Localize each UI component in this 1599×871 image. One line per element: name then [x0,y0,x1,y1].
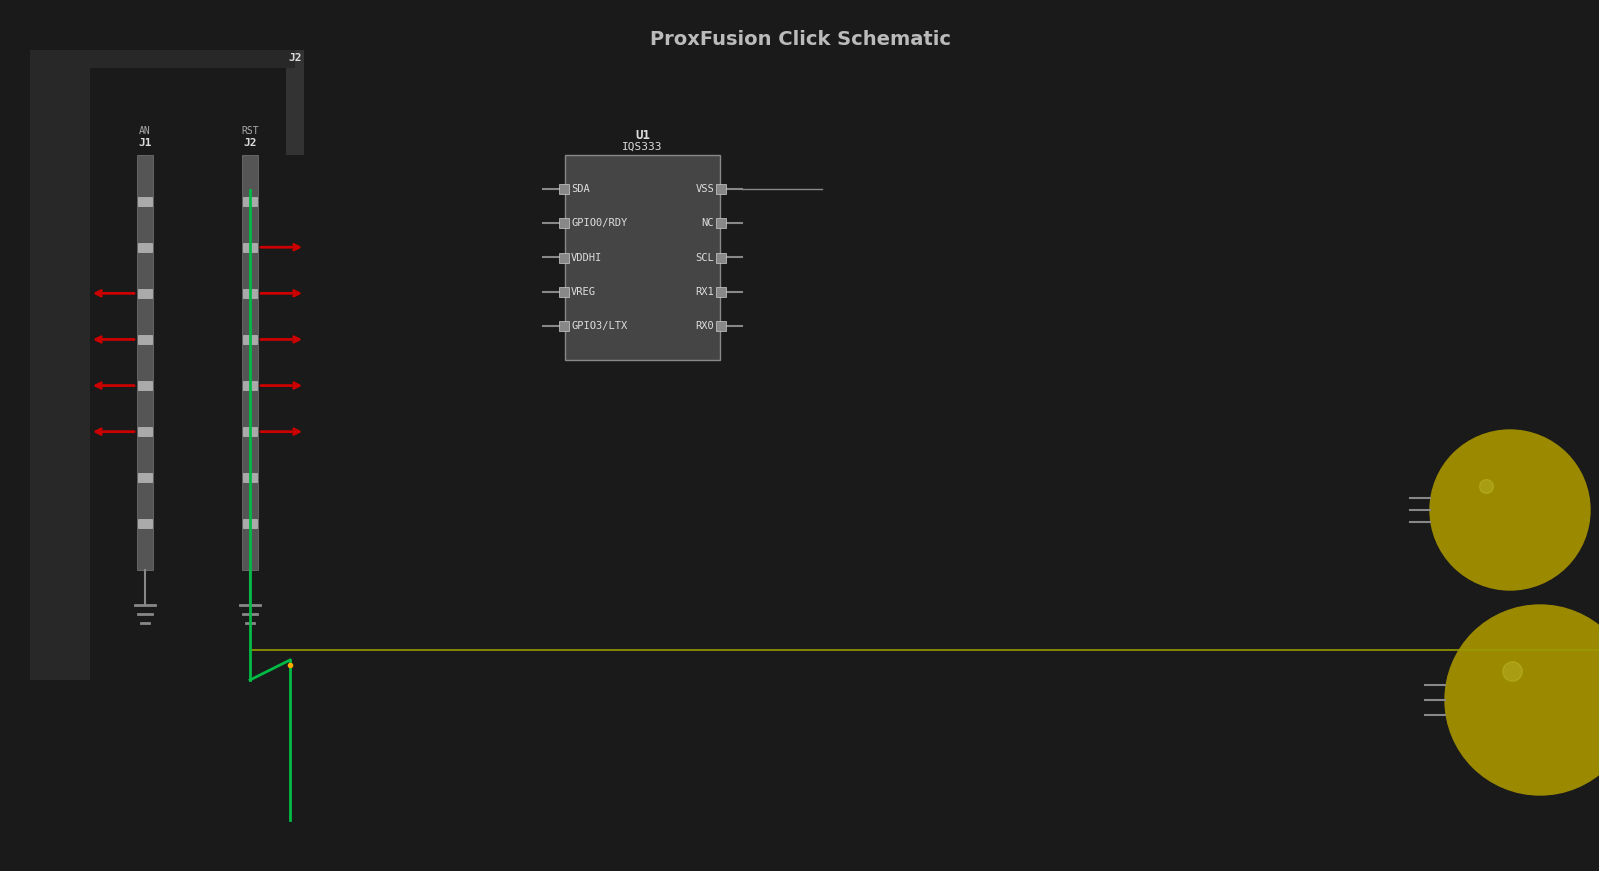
Bar [90,50,294,68]
Text: SCL: SCL [696,253,715,262]
Bar [243,243,257,252]
Bar [716,219,726,228]
Bar [138,519,152,529]
Bar [138,197,152,206]
Bar [138,155,154,570]
Bar [243,473,257,483]
Bar [243,519,257,529]
Text: AN: AN [139,126,150,136]
Bar [560,287,569,297]
Bar [716,253,726,262]
Bar [30,50,90,680]
Bar [243,335,257,344]
Text: RX0: RX0 [696,321,715,331]
Text: U1: U1 [635,129,651,141]
Text: J2: J2 [243,138,257,148]
Bar [243,427,257,436]
Text: RST: RST [241,126,259,136]
Text: VDDHI: VDDHI [571,253,603,262]
Text: SDA: SDA [571,184,590,194]
Text: ProxFusion Click Schematic: ProxFusion Click Schematic [649,30,950,49]
Bar [286,50,304,155]
Bar [138,243,152,252]
Bar [138,335,152,344]
Text: J1: J1 [138,138,152,148]
Bar [716,184,726,194]
Bar [560,184,569,194]
Text: J2: J2 [288,53,302,63]
Text: IQS333: IQS333 [622,142,662,152]
Bar [138,427,152,436]
Bar [138,473,152,483]
Circle shape [1430,430,1589,590]
Text: GPIO0/RDY: GPIO0/RDY [571,219,627,228]
Bar [716,321,726,331]
Bar [560,219,569,228]
Bar [241,155,257,570]
Bar [560,253,569,262]
Text: GPIO3/LTX: GPIO3/LTX [571,321,627,331]
Bar [564,155,720,360]
Bar [138,289,152,298]
Bar [716,287,726,297]
Text: NC: NC [702,219,715,228]
Text: VSS: VSS [696,184,715,194]
Bar [560,321,569,331]
Text: RX1: RX1 [696,287,715,297]
Bar [243,289,257,298]
Bar [243,197,257,206]
Bar [138,381,152,390]
Text: VREG: VREG [571,287,596,297]
Bar [243,381,257,390]
Circle shape [1445,605,1599,795]
